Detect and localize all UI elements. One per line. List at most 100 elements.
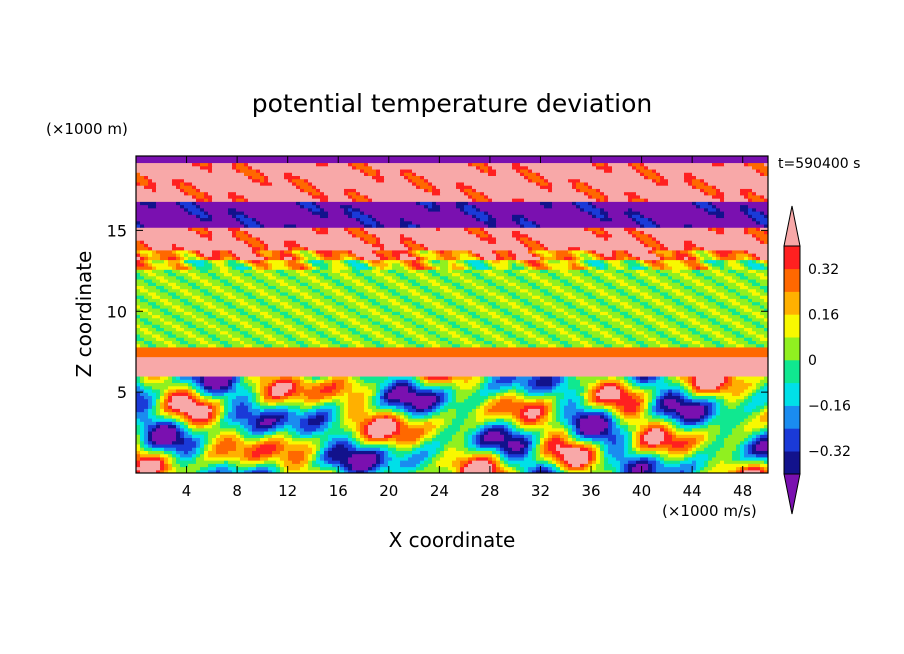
contour-cell <box>548 333 557 338</box>
contour-cell <box>392 262 401 267</box>
contour-cell <box>408 275 421 280</box>
contour-cell <box>764 304 768 309</box>
contour-cell <box>188 269 201 274</box>
contour-cell <box>244 282 253 286</box>
contour-cell <box>328 272 341 277</box>
contour-cell <box>248 375 261 380</box>
contour-cell <box>688 272 697 277</box>
contour-cell <box>332 398 341 403</box>
contour-cell <box>364 437 369 442</box>
contour-cell <box>352 285 365 290</box>
contour-cell <box>672 253 677 257</box>
contour-cell <box>608 311 621 316</box>
contour-cell <box>404 327 413 332</box>
contour-cell <box>568 278 577 283</box>
contour-cell <box>748 330 757 335</box>
contour-cell <box>352 204 425 209</box>
contour-cell <box>264 460 277 464</box>
contour-cell <box>400 460 421 464</box>
contour-cell <box>624 249 629 254</box>
contour-cell <box>708 453 717 458</box>
contour-cell <box>136 295 145 299</box>
contour-cell <box>484 337 497 341</box>
contour-cell <box>528 249 533 254</box>
contour-cell <box>688 265 693 270</box>
contour-cell <box>500 253 509 257</box>
contour-cell <box>400 427 425 432</box>
contour-cell <box>628 382 633 387</box>
contour-cell <box>356 233 373 238</box>
contour-cell <box>300 317 309 322</box>
contour-cell <box>632 382 637 387</box>
contour-cell <box>752 301 761 306</box>
contour-cell <box>472 198 477 202</box>
contour-cell <box>196 401 205 406</box>
contour-cell <box>636 311 645 316</box>
contour-cell <box>424 333 437 338</box>
contour-cell <box>320 207 325 212</box>
contour-cell <box>760 434 768 439</box>
contour-cell <box>144 259 149 264</box>
contour-cell <box>596 253 601 257</box>
contour-cell <box>512 398 525 403</box>
contour-cell <box>388 304 401 309</box>
contour-cell <box>572 421 577 426</box>
contour-cell <box>700 314 709 319</box>
contour-cell <box>208 440 213 445</box>
contour-cell <box>744 424 765 429</box>
contour-cell <box>336 298 349 303</box>
contour-cell <box>508 430 513 435</box>
contour-cell <box>344 304 349 309</box>
contour-cell <box>648 440 661 445</box>
contour-cell <box>608 291 621 296</box>
contour-cell <box>716 259 725 264</box>
contour-cell <box>600 198 605 202</box>
contour-cell <box>372 223 377 228</box>
contour-cell <box>624 385 629 390</box>
contour-cell <box>540 314 549 319</box>
contour-cell <box>244 427 249 432</box>
contour-cell <box>404 401 413 406</box>
contour-cell <box>340 408 345 413</box>
contour-cell <box>328 333 341 338</box>
contour-cell <box>648 424 665 429</box>
contour-cell <box>144 337 157 341</box>
contour-cell <box>176 456 181 461</box>
contour-cell <box>380 295 389 299</box>
contour-cell <box>704 311 713 316</box>
contour-cell <box>396 379 409 384</box>
contour-cell <box>748 437 753 442</box>
contour-cell <box>332 330 341 335</box>
contour-cell <box>616 375 625 380</box>
contour-cell <box>348 314 361 319</box>
contour-cell <box>620 395 633 400</box>
contour-cell <box>428 246 529 251</box>
contour-cell <box>216 469 221 473</box>
contour-cell <box>516 343 529 348</box>
contour-cell <box>308 466 321 471</box>
contour-cell <box>528 324 537 329</box>
contour-cell <box>560 320 569 325</box>
contour-cell <box>596 269 605 274</box>
contour-cell <box>484 430 489 435</box>
contour-cell <box>264 278 277 283</box>
contour-cell <box>592 456 597 461</box>
contour-cell <box>308 191 313 196</box>
contour-cell <box>540 414 545 419</box>
contour-cell <box>612 253 617 257</box>
contour-cell <box>436 401 441 406</box>
contour-cell <box>704 421 709 426</box>
contour-cell <box>512 430 521 435</box>
contour-cell <box>712 249 717 254</box>
contour-cell <box>436 398 441 403</box>
contour-cell <box>664 243 685 248</box>
contour-cell <box>472 453 493 458</box>
contour-cell <box>748 207 753 212</box>
contour-cell <box>492 233 513 238</box>
contour-cell <box>364 210 465 215</box>
contour-cell <box>564 453 589 458</box>
contour-cell <box>184 437 193 442</box>
contour-cell <box>464 304 477 309</box>
contour-cell <box>728 405 737 409</box>
contour-cell <box>504 437 525 442</box>
